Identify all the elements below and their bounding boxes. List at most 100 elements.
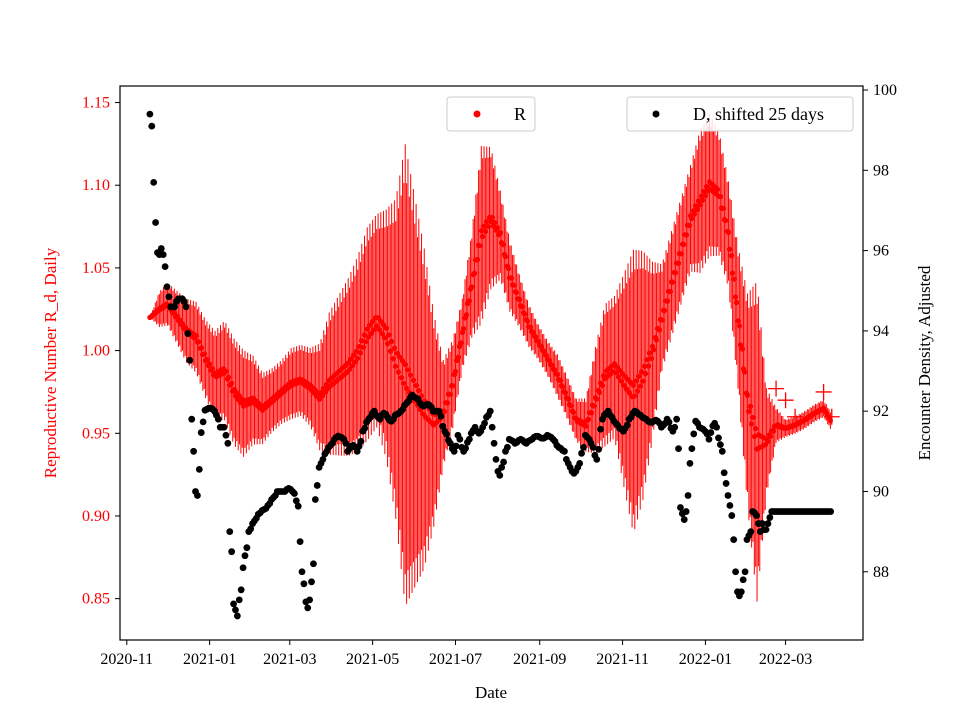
- d-point-2022-01-04: [705, 435, 713, 443]
- d-point-2021-12-05: [665, 418, 673, 426]
- d-point-2021-08-04: [498, 463, 506, 471]
- d-point-2021-06-20: [437, 412, 445, 420]
- d-point-2021-09-30: [576, 459, 584, 467]
- y-right-tick-label-94: 94: [873, 323, 889, 340]
- d-point-2022-02-03: [747, 528, 755, 536]
- d-point-2022-01-11: [715, 434, 722, 442]
- d-point-2021-01-27: [241, 552, 249, 560]
- d-point-2020-12-24: [195, 465, 203, 473]
- d-point-2021-03-07: [294, 502, 302, 510]
- d-point-2022-01-30: [741, 568, 749, 576]
- y-left-tick-label-1.10: 1.10: [82, 177, 110, 194]
- d-point-2020-12-26: [197, 429, 205, 436]
- d-point-2021-03-20: [311, 496, 319, 503]
- d-point-2021-03-16: [306, 596, 314, 604]
- d-point-2021-03-11: [300, 580, 308, 588]
- d-point-2021-01-13: [222, 431, 230, 439]
- d-point-2021-12-18: [682, 508, 690, 515]
- r-outlier-1: [777, 392, 794, 409]
- y-left-tick-label-0.95: 0.95: [82, 425, 110, 442]
- d-point-2020-11-19: [148, 122, 156, 130]
- d-point-2021-08-05: [500, 458, 507, 466]
- d-point-2021-07-27: [486, 407, 494, 415]
- y-left-tick-label-0.85: 0.85: [82, 591, 110, 608]
- d-point-2020-12-06: [171, 303, 179, 311]
- legend-d: D, shifted 25 days: [626, 96, 854, 132]
- r-outlier-3: [815, 383, 832, 400]
- d-point-2021-03-09: [296, 538, 304, 546]
- d-point-2020-12-27: [199, 418, 207, 426]
- d-point-2020-11-26: [157, 245, 165, 252]
- d-point-2021-12-11: [673, 415, 681, 423]
- d-point-2021-11-04: [623, 421, 631, 429]
- y-right-tick-label-98: 98: [873, 162, 889, 179]
- plot-frame: [119, 85, 864, 641]
- x-tick-label-2021-09: 2021-09: [513, 651, 566, 668]
- d-point-2021-04-25: [361, 424, 369, 432]
- d-point-2022-02-15: [762, 526, 770, 534]
- legend-r: R: [446, 96, 536, 132]
- d-point-2021-08-03: [496, 472, 504, 479]
- d-point-2021-01-19: [230, 600, 237, 608]
- x-tick-label-2021-07: 2021-07: [429, 651, 482, 668]
- d-point-2020-11-18: [146, 110, 154, 118]
- y-axis-right-title: Encounter Density, Adjusted: [915, 265, 934, 460]
- d-point-2021-10-13: [593, 455, 601, 463]
- d-point-2021-03-25: [319, 455, 327, 463]
- d-point-2022-01-23: [732, 568, 739, 576]
- y-left-tick-label-1.15: 1.15: [82, 95, 110, 112]
- d-point-2021-01-12: [220, 423, 228, 431]
- x-tick-label-2021-05: 2021-05: [346, 651, 399, 668]
- d-point-2022-01-18: [724, 492, 732, 499]
- d-point-2021-01-21: [233, 612, 241, 620]
- d-point-2021-07-22: [481, 419, 488, 427]
- legend-d-marker: [652, 110, 660, 118]
- y-right-tick-label-96: 96: [873, 243, 889, 260]
- d-point-2021-12-23: [690, 430, 698, 438]
- d-point-2021-10-02: [578, 449, 585, 457]
- d-point-2021-10-16: [597, 425, 604, 433]
- d-point-2021-12-14: [677, 504, 684, 511]
- d-point-2022-01-22: [730, 536, 738, 544]
- d-point-2021-07-04: [456, 435, 464, 443]
- d-point-2021-06-30: [450, 447, 458, 455]
- x-tick-label-2020-11: 2020-11: [100, 651, 153, 668]
- y-right-tick-label-88: 88: [873, 564, 889, 581]
- d-point-2020-12-13: [180, 298, 188, 305]
- d-point-2021-01-31: [247, 525, 255, 533]
- d-point-2021-07-29: [490, 439, 498, 447]
- d-point-2021-01-07: [214, 415, 222, 423]
- d-point-2021-08-08: [503, 443, 511, 451]
- series-r: [147, 114, 840, 604]
- d-point-2021-07-31: [492, 455, 500, 463]
- d-point-2022-01-29: [739, 576, 747, 584]
- series-d: [146, 110, 835, 620]
- d-point-2020-11-22: [152, 219, 159, 226]
- d-point-2020-12-19: [188, 415, 196, 423]
- y-left-tick-label-1.05: 1.05: [82, 260, 110, 277]
- d-point-2021-06-24: [443, 430, 450, 438]
- d-point-2020-12-23: [194, 492, 201, 499]
- x-tick-label-2021-11: 2021-11: [596, 651, 649, 668]
- d-point-2021-03-06: [292, 497, 300, 505]
- d-point-2022-01-16: [722, 480, 730, 487]
- d-point-2022-01-05: [707, 429, 715, 436]
- d-point-2021-01-26: [239, 564, 247, 572]
- d-point-2020-12-16: [184, 330, 192, 337]
- d-point-2020-11-21: [150, 178, 158, 186]
- d-point-2021-07-01: [452, 442, 460, 450]
- r-outlier-2: [787, 408, 804, 425]
- d-point-2021-12-21: [686, 459, 694, 467]
- d-point-2020-12-01: [163, 283, 171, 291]
- d-point-2021-03-21: [313, 482, 321, 489]
- d-point-2021-09-19: [561, 447, 568, 455]
- d-point-2020-12-17: [186, 356, 194, 364]
- d-point-2021-01-24: [237, 586, 245, 594]
- x-axis-title: Date: [475, 683, 507, 702]
- d-point-2021-01-17: [228, 548, 236, 556]
- legend-d-box: [626, 96, 854, 132]
- d-point-2021-03-04: [291, 490, 298, 497]
- d-point-2021-03-14: [304, 604, 312, 612]
- d-point-2021-07-08: [462, 444, 469, 452]
- y-right-tick-label-100: 100: [873, 82, 897, 99]
